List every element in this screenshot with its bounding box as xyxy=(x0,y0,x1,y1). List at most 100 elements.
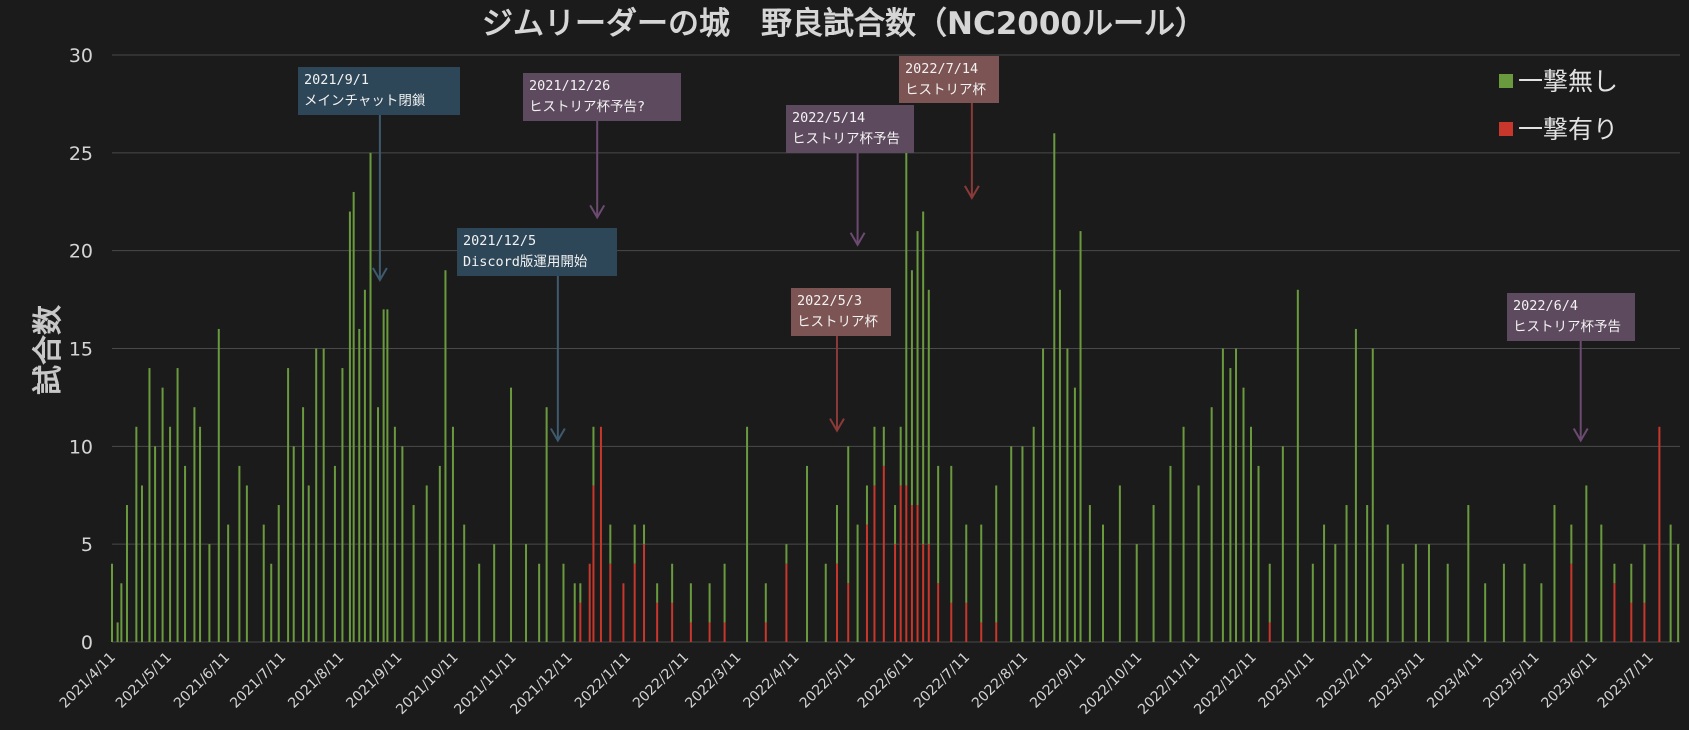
bar-ichigeki-nashi xyxy=(333,465,336,642)
y-tick-label: 10 xyxy=(69,436,93,458)
bar-ichigeki-nashi xyxy=(579,583,582,603)
y-tick-label: 15 xyxy=(69,339,93,361)
bar-ichigeki-nashi xyxy=(1079,231,1082,642)
bar-ichigeki-nashi xyxy=(995,485,998,623)
bar-ichigeki-nashi xyxy=(1446,563,1449,642)
bar-ichigeki-nashi xyxy=(369,152,372,643)
bar-ichigeki-ari xyxy=(905,485,908,642)
bar-ichigeki-nashi xyxy=(348,211,351,643)
x-tick-label: 2022/9/11 xyxy=(1027,650,1089,712)
bar-ichigeki-ari xyxy=(599,426,602,642)
bar-ichigeki-nashi xyxy=(1613,563,1616,584)
x-tick-label: 2022/8/11 xyxy=(969,650,1031,712)
y-tick-label: 5 xyxy=(81,534,93,556)
x-tick-label: 2021/8/11 xyxy=(285,650,347,712)
bar-ichigeki-nashi xyxy=(270,563,273,642)
bar-ichigeki-nashi xyxy=(438,465,441,642)
bar-ichigeki-nashi xyxy=(277,505,280,642)
bar-ichigeki-nashi xyxy=(148,368,151,642)
bar-ichigeki-nashi xyxy=(382,309,385,642)
x-tick-label: 2023/2/11 xyxy=(1314,650,1376,712)
bar-ichigeki-ari xyxy=(1570,563,1573,642)
bar-ichigeki-nashi xyxy=(315,348,318,642)
bar-ichigeki-nashi xyxy=(965,524,968,603)
bar-ichigeki-ari xyxy=(965,602,968,642)
bar-ichigeki-nashi xyxy=(894,505,897,545)
bar-ichigeki-nashi xyxy=(184,465,187,642)
bar-ichigeki-nashi xyxy=(1229,368,1232,642)
annotation-arrow-head xyxy=(829,418,845,433)
bar-ichigeki-nashi xyxy=(358,328,361,642)
annotation-date: 2022/6/4 xyxy=(1513,298,1578,314)
bar-ichigeki-nashi xyxy=(671,563,674,603)
bar-ichigeki-nashi xyxy=(1152,505,1155,642)
bar-ichigeki-nashi xyxy=(525,544,528,642)
bar-ichigeki-nashi xyxy=(1197,485,1200,642)
bar-ichigeki-nashi xyxy=(444,270,447,642)
bar-ichigeki-nashi xyxy=(633,524,636,564)
bar-ichigeki-nashi xyxy=(538,563,541,642)
bar-ichigeki-nashi xyxy=(1268,563,1271,623)
bar-ichigeki-nashi xyxy=(1467,505,1470,642)
y-tick-label: 25 xyxy=(69,143,93,165)
bar-ichigeki-nashi xyxy=(905,113,908,486)
bar-ichigeki-nashi xyxy=(227,524,230,642)
annotations-layer: 2021/9/1 メインチャット閉鎖 2021/12/5 Discord版運用開始 20… xyxy=(298,56,1635,443)
bar-ichigeki-nashi xyxy=(199,426,202,642)
bar-ichigeki-nashi xyxy=(1102,524,1105,642)
annotation-box xyxy=(457,228,617,276)
bar-ichigeki-ari xyxy=(1658,426,1661,642)
bar-ichigeki-ari xyxy=(592,485,595,642)
bar-ichigeki-ari xyxy=(927,544,930,642)
bar-ichigeki-nashi xyxy=(111,563,113,642)
bar-ichigeki-nashi xyxy=(609,524,612,564)
bar-ichigeki-ari xyxy=(980,622,983,642)
bar-ichigeki-nashi xyxy=(592,426,595,486)
bar-ichigeki-ari xyxy=(865,524,868,642)
bar-ichigeki-nashi xyxy=(1311,563,1314,642)
bar-ichigeki-ari xyxy=(894,544,897,642)
bar-ichigeki-nashi xyxy=(1021,446,1024,642)
bar-ichigeki-nashi xyxy=(1354,328,1357,642)
x-tick-labels: 2021/4/112021/5/112021/6/112021/7/112021… xyxy=(57,650,1657,718)
bar-ichigeki-nashi xyxy=(764,583,767,623)
x-tick-label: 2022/7/11 xyxy=(911,650,973,712)
bar-ichigeki-ari xyxy=(922,544,925,642)
bar-ichigeki-ari xyxy=(785,563,788,642)
legend-swatch xyxy=(1499,74,1513,88)
annotation-label: ヒストリア杯予告? xyxy=(529,99,645,115)
bar-ichigeki-nashi xyxy=(120,583,123,642)
bar-ichigeki-nashi xyxy=(322,348,325,642)
annotation-date: 2022/7/14 xyxy=(905,61,978,77)
bar-ichigeki-nashi xyxy=(478,563,481,642)
bar-ichigeki-nashi xyxy=(916,231,919,506)
bar-ichigeki-nashi xyxy=(1414,544,1417,642)
bar-ichigeki-nashi xyxy=(1010,446,1013,642)
legend-label: 一撃無し xyxy=(1518,67,1618,96)
bar-ichigeki-nashi xyxy=(341,368,344,642)
bar-ichigeki-nashi xyxy=(302,407,305,642)
bar-ichigeki-nashi xyxy=(262,524,265,642)
bar-ichigeki-nashi xyxy=(140,485,143,642)
x-tick-label: 2023/7/11 xyxy=(1595,650,1657,712)
x-tick-label: 2023/3/11 xyxy=(1366,650,1428,712)
annotation-box xyxy=(899,56,999,103)
bar-ichigeki-nashi xyxy=(1523,563,1526,642)
legend-swatch xyxy=(1499,122,1513,136)
bar-ichigeki-ari xyxy=(708,622,711,642)
x-tick-label: 2022/1/11 xyxy=(572,650,634,712)
bar-ichigeki-nashi xyxy=(217,328,220,642)
annotation-date: 2021/12/5 xyxy=(463,233,536,249)
bar-ichigeki-ari xyxy=(579,602,582,642)
bar-ichigeki-nashi xyxy=(245,485,248,642)
bar-ichigeki-nashi xyxy=(545,407,548,642)
bar-ichigeki-nashi xyxy=(1540,583,1543,642)
bar-ichigeki-nashi xyxy=(1630,563,1633,603)
bar-ichigeki-nashi xyxy=(1643,544,1646,603)
annotation-box xyxy=(786,105,914,153)
bar-ichigeki-nashi xyxy=(1032,426,1035,642)
x-tick-label: 2023/4/11 xyxy=(1424,650,1486,712)
